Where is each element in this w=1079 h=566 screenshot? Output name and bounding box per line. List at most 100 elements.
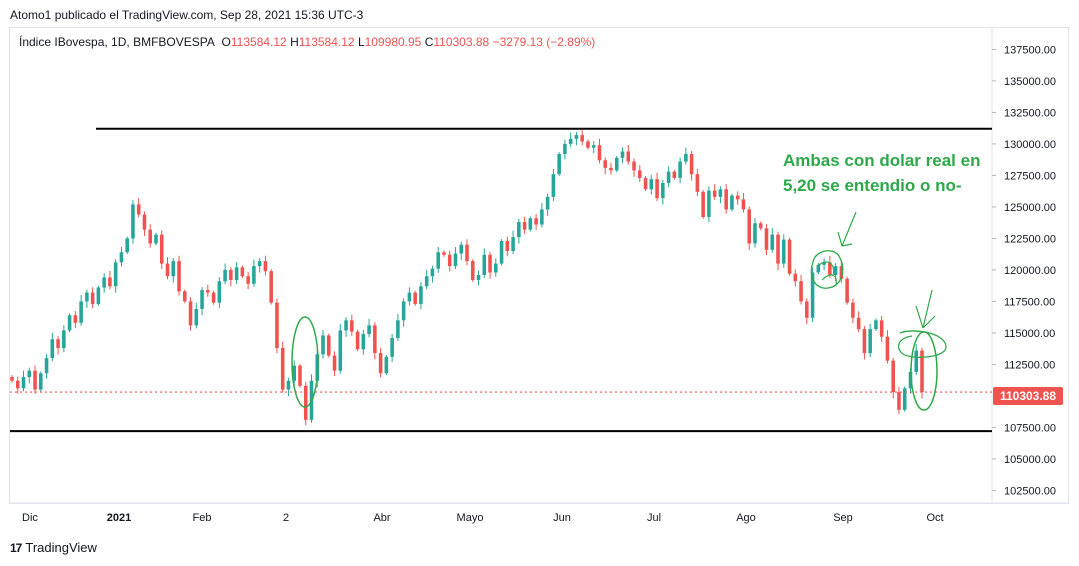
candle-body — [810, 272, 815, 318]
y-tick-label: 102500.00 — [1004, 485, 1056, 497]
x-tick-label: Feb — [193, 512, 212, 524]
candle-body — [568, 138, 573, 144]
candle-body — [545, 196, 550, 210]
candle-body — [591, 145, 596, 148]
candle-body — [355, 331, 360, 350]
candle-body — [223, 269, 227, 282]
candle-body — [182, 291, 187, 302]
annotation-line-2: 5,20 se entendio o no- — [783, 176, 962, 195]
candle-body — [897, 392, 901, 410]
candle-body — [419, 286, 423, 304]
candle-body — [718, 189, 723, 197]
candle-body — [902, 388, 907, 410]
candle-body — [113, 262, 118, 287]
x-tick-label: Jul — [647, 512, 661, 524]
candle-body — [557, 153, 561, 175]
candle-body — [776, 234, 780, 264]
candle-body — [822, 262, 826, 265]
x-tick-label: Sep — [833, 512, 853, 524]
candle-body — [517, 222, 521, 238]
candle-body — [436, 252, 440, 269]
candle-body — [741, 199, 746, 210]
y-tick-label: 120000.00 — [1004, 265, 1056, 277]
candle-body — [632, 161, 636, 171]
ellipse-marker — [291, 316, 319, 408]
candle-body — [678, 161, 682, 178]
candle-body — [839, 266, 844, 279]
last-price-tag: 110303.88 — [993, 387, 1063, 405]
candle-body — [701, 191, 705, 217]
candle-body — [200, 290, 204, 309]
candle-body — [695, 174, 700, 192]
candle-body — [661, 182, 665, 199]
candle-body — [229, 269, 233, 280]
candle-body — [321, 335, 325, 355]
candle-body — [275, 302, 279, 349]
candle-body — [56, 339, 60, 349]
candle-body — [21, 377, 26, 389]
x-tick-label: Mayo — [457, 512, 484, 524]
candle-body — [62, 330, 66, 349]
x-tick-label: Dic — [22, 512, 38, 524]
close-label: C — [424, 35, 434, 49]
candle-body — [257, 261, 262, 267]
candle-body — [303, 385, 308, 420]
low-label: L — [357, 35, 365, 49]
candle-body — [689, 153, 694, 175]
candle-body — [580, 135, 584, 142]
candle-body — [67, 315, 72, 331]
candle-body — [574, 135, 579, 139]
candle-body — [551, 174, 556, 197]
candle-body — [511, 237, 515, 252]
candle-body — [499, 240, 504, 264]
candle-body — [494, 263, 498, 273]
circle-scribble — [817, 261, 837, 285]
candle-body — [177, 261, 181, 292]
candle-body — [292, 365, 297, 381]
candle-body — [384, 356, 389, 374]
y-tick-label: 115000.00 — [1004, 328, 1055, 340]
candle-body — [712, 190, 717, 197]
high-label: H — [290, 35, 299, 49]
candle-body — [453, 253, 458, 267]
candle-body — [528, 218, 533, 230]
candle-body — [747, 209, 752, 244]
y-tick-label: 112500.00 — [1004, 359, 1055, 371]
y-tick-label: 132500.00 — [1004, 107, 1056, 119]
candle-body — [626, 151, 631, 162]
candle-body — [522, 222, 527, 230]
candle-body — [730, 195, 734, 210]
change-value: −3279.13 (−2.89%) — [492, 35, 596, 49]
candle-body — [470, 261, 475, 280]
candle-body — [234, 267, 239, 280]
y-tick-label: 125000.00 — [1004, 202, 1056, 214]
candle-body — [793, 273, 798, 282]
candle-body — [286, 380, 291, 390]
candle-body — [430, 268, 435, 277]
candle-body — [424, 276, 429, 287]
y-tick-label: 127500.00 — [1004, 170, 1056, 182]
symbol-name[interactable]: Índice IBovespa, 1D, BMFBOVESPA — [19, 35, 215, 49]
close-value: 110303.88 — [433, 35, 490, 49]
candle-body — [165, 263, 170, 277]
x-tick-label: Oct — [926, 512, 943, 524]
candle-body — [148, 229, 153, 244]
brand-name: TradingView — [25, 540, 97, 555]
candle-body — [396, 320, 400, 338]
candle-body — [447, 254, 452, 267]
candle-body — [194, 308, 199, 326]
footer-branding[interactable]: 17 TradingView — [10, 540, 97, 555]
candle-body — [442, 252, 446, 255]
high-value: 113584.12 — [298, 35, 355, 49]
open-label: O — [221, 35, 231, 49]
candle-body — [373, 325, 377, 354]
candle-body — [401, 301, 406, 321]
y-tick-label: 122500.00 — [1004, 233, 1056, 245]
candle-body — [603, 160, 608, 168]
candle-body — [263, 261, 268, 272]
candle-body — [862, 329, 867, 354]
candle-body — [684, 153, 688, 162]
candle-body — [614, 157, 619, 171]
candle-body — [33, 370, 37, 390]
